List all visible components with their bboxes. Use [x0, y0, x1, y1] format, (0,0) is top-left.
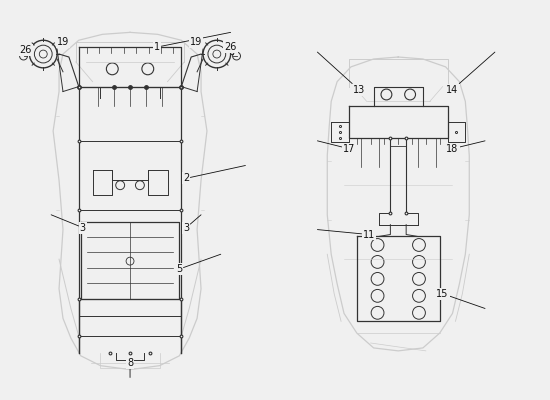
- Text: 13: 13: [317, 52, 365, 94]
- Text: 3: 3: [183, 215, 201, 233]
- Text: 2: 2: [183, 166, 245, 183]
- Text: 15: 15: [437, 289, 485, 308]
- Text: 14: 14: [447, 52, 495, 94]
- Text: 17: 17: [317, 141, 355, 154]
- Text: 19: 19: [57, 37, 69, 47]
- Text: 3: 3: [51, 215, 86, 233]
- Text: 8: 8: [127, 358, 133, 378]
- Text: 19: 19: [190, 37, 202, 47]
- Text: 26: 26: [224, 42, 237, 52]
- Text: 11: 11: [317, 230, 375, 240]
- Text: 26: 26: [19, 45, 32, 55]
- Text: 5: 5: [176, 254, 221, 274]
- Text: 1: 1: [153, 32, 230, 52]
- Text: 18: 18: [447, 141, 485, 154]
